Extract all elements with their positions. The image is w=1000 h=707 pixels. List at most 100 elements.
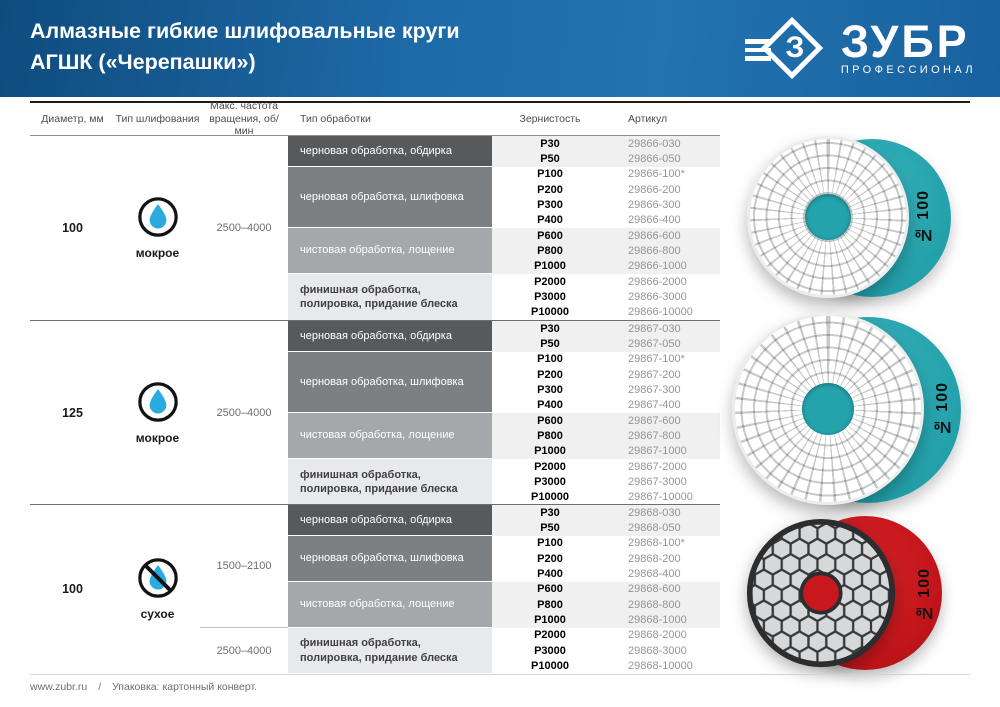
sku-cell: 29868-400 [628, 567, 681, 580]
grit-cell: P30 [540, 137, 560, 150]
processing-block: черновая обработка, шлифовка P100 29868-1… [288, 535, 720, 582]
spec-table: Диаметр, мм Тип шлифования Макс. частота… [30, 100, 720, 673]
rpm-value-finish: 2500–4000 [200, 627, 288, 673]
table-row: P200 29866-200 [492, 182, 720, 197]
grit-cell: P100 [537, 168, 563, 181]
table-header-row: Диаметр, мм Тип шлифования Макс. частота… [30, 100, 720, 137]
table-row: P3000 29866-3000 [492, 289, 720, 304]
table-row: P30 29867-030 [492, 321, 720, 336]
disc-center-hole [802, 383, 854, 435]
footer-note: Упаковка: картонный конверт. [112, 681, 258, 693]
processing-label: черновая обработка, обдирка [288, 136, 492, 167]
processing-label: черновая обработка, шлифовка [288, 351, 492, 413]
sku-cell: 29868-1000 [628, 613, 687, 626]
sku-cell: 29866-030 [628, 137, 681, 150]
processing-label: черновая обработка, шлифовка [288, 166, 492, 228]
grit-cell: P600 [537, 414, 563, 427]
table-row: P30 29866-030 [492, 136, 720, 151]
processing-block: черновая обработка, шлифовка P100 29867-1… [288, 351, 720, 413]
table-row: P100 29868-100* [492, 536, 720, 551]
sku-cell: 29867-400 [628, 399, 681, 412]
grit-cell: P200 [537, 552, 563, 565]
column-header-processing: Тип обработки [300, 112, 371, 125]
product-image-dry-100: № 100 [740, 510, 970, 682]
table-row: P800 29866-800 [492, 243, 720, 258]
table-row: P3000 29868-3000 [492, 643, 720, 658]
table-row: P3000 29867-3000 [492, 474, 720, 489]
processing-label: чистовая обработка, лощение [288, 581, 492, 628]
sku-cell: 29868-600 [628, 583, 681, 596]
grind-type-label: мокрое [135, 430, 180, 445]
processing-label: финишная обработка, полировка, придание … [288, 273, 492, 320]
grit-cell: P400 [537, 567, 563, 580]
brand-mark-letter: З [785, 31, 805, 64]
processing-label: черновая обработка, обдирка [288, 505, 492, 536]
table-row: P300 29867-300 [492, 382, 720, 397]
table-row: P50 29867-050 [492, 336, 720, 351]
table-row: P50 29866-050 [492, 151, 720, 166]
sku-cell: 29867-050 [628, 337, 681, 350]
column-header-diameter: Диаметр, мм [41, 112, 104, 125]
sku-cell: 29867-800 [628, 429, 681, 442]
grind-type-cell: мокрое [115, 136, 200, 320]
sku-cell: 29868-050 [628, 521, 681, 534]
table-top-rule [30, 101, 970, 103]
sku-cell: 29868-10000 [628, 659, 693, 672]
sku-cell: 29868-030 [628, 506, 681, 519]
grit-cell: P30 [540, 322, 560, 335]
grit-cell: P10000 [531, 659, 569, 672]
processing-label: черновая обработка, шлифовка [288, 535, 492, 582]
table-row: P50 29868-050 [492, 520, 720, 535]
table-row: P10000 29867-10000 [492, 490, 720, 504]
diameter-value: 100 [62, 221, 83, 235]
grit-cell: P1000 [534, 445, 566, 458]
table-row: P100 29866-100* [492, 167, 720, 182]
grit-cell: P3000 [534, 290, 566, 303]
grit-cell: P30 [540, 506, 560, 519]
grit-cell: P50 [540, 152, 560, 165]
processing-block: черновая обработка, обдирка P30 29868-030… [288, 505, 720, 536]
disc-number-badge: № 100 [934, 382, 951, 436]
zubr-diamond-icon: З [744, 15, 825, 81]
sku-cell: 29868-100* [628, 537, 685, 550]
table-row: P600 29867-600 [492, 413, 720, 428]
sku-cell: 29867-3000 [628, 475, 687, 488]
page-title-line1: Алмазные гибкие шлифовальные круги [30, 19, 460, 43]
sku-cell: 29867-10000 [628, 491, 693, 504]
grit-cell: P800 [537, 429, 563, 442]
grit-cell: P100 [537, 353, 563, 366]
table-row: P10000 29868-10000 [492, 658, 720, 673]
processing-label: чистовая обработка, лощение [288, 412, 492, 459]
table-row: P200 29867-200 [492, 367, 720, 382]
footer-divider [30, 674, 970, 675]
brand-name: ЗУБР [840, 15, 970, 67]
sku-cell: 29866-10000 [628, 306, 693, 319]
processing-block: чистовая обработка, лощение P600 29867-60… [288, 412, 720, 459]
product-image-wet-100: № 100 [735, 130, 975, 310]
grit-cell: P300 [537, 383, 563, 396]
table-row: P400 29868-400 [492, 566, 720, 581]
diameter-value: 100 [62, 582, 83, 596]
processing-block: черновая обработка, обдирка P30 29866-030… [288, 136, 720, 167]
processing-label: черновая обработка, обдирка [288, 321, 492, 352]
footer-site-link[interactable]: www.zubr.ru [30, 681, 88, 693]
column-header-sku: Артикул [628, 112, 668, 125]
processing-block: финишная обработка, полировка, придание … [288, 627, 720, 673]
grind-type-label: мокрое [135, 246, 180, 260]
product-image-wet-125: № 100 [726, 310, 976, 510]
sku-cell: 29866-2000 [628, 275, 687, 288]
processing-label: финишная обработка, полировка, придание … [288, 458, 492, 504]
sku-cell: 29866-300 [628, 198, 681, 211]
processing-block: финишная обработка, полировка, придание … [288, 273, 720, 320]
sku-cell: 29866-400 [628, 214, 681, 227]
grit-cell: P600 [537, 229, 563, 242]
no-water-drop-icon [137, 557, 179, 604]
grit-cell: P200 [537, 183, 563, 196]
table-row: P400 29866-400 [492, 213, 720, 228]
grit-cell: P200 [537, 368, 563, 381]
rpm-value: 2500–4000 [216, 222, 272, 234]
column-header-grind: Тип шлифования [115, 112, 200, 125]
table-row: P400 29867-400 [492, 398, 720, 413]
grit-cell: P3000 [534, 644, 566, 657]
processing-block: чистовая обработка, лощение P600 29868-60… [288, 581, 720, 628]
